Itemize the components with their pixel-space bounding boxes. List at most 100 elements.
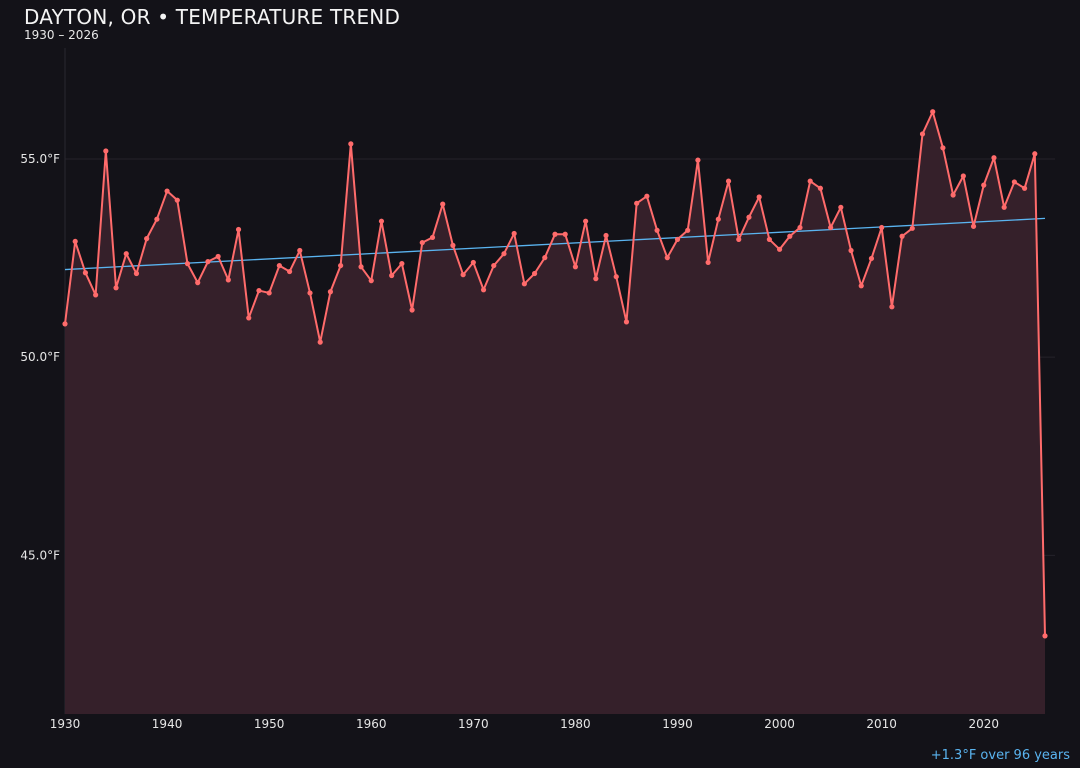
data-point xyxy=(756,194,762,200)
data-point xyxy=(562,231,568,237)
data-point xyxy=(348,141,354,147)
data-point xyxy=(205,259,211,265)
data-point xyxy=(409,307,415,313)
data-point xyxy=(736,236,742,243)
data-point xyxy=(828,224,834,231)
data-point xyxy=(317,339,323,345)
data-point xyxy=(930,109,936,115)
data-point xyxy=(82,270,89,276)
data-point xyxy=(297,247,303,254)
data-point xyxy=(491,262,497,269)
y-tick-label: 55.0°F xyxy=(20,152,60,166)
data-point xyxy=(378,218,385,224)
data-point xyxy=(797,224,803,231)
chart-title: DAYTON, OR • TEMPERATURE TREND xyxy=(24,5,401,29)
data-point xyxy=(154,216,160,222)
data-point xyxy=(338,262,344,269)
data-point xyxy=(531,270,538,277)
data-point xyxy=(1011,179,1017,185)
x-tick-label: 1960 xyxy=(356,717,387,731)
data-point xyxy=(776,246,783,252)
data-point xyxy=(960,173,966,179)
data-point xyxy=(725,178,732,184)
data-point xyxy=(184,261,191,267)
data-point xyxy=(705,259,711,266)
data-point xyxy=(246,315,252,321)
area-fill xyxy=(65,111,1045,715)
data-point xyxy=(787,233,793,239)
x-tick-label: 2010 xyxy=(866,717,897,731)
data-point xyxy=(225,277,231,283)
data-point xyxy=(991,155,997,161)
data-point xyxy=(715,216,721,222)
data-point xyxy=(746,214,752,220)
data-point xyxy=(286,268,293,275)
data-point xyxy=(889,304,895,310)
data-point xyxy=(419,239,425,246)
data-point xyxy=(195,280,201,286)
data-point xyxy=(215,253,221,260)
x-tick-label: 2000 xyxy=(764,717,795,731)
data-point xyxy=(613,274,619,280)
data-point xyxy=(940,145,946,151)
data-point xyxy=(62,321,68,327)
data-point xyxy=(634,200,640,206)
data-point xyxy=(1042,633,1048,639)
data-point xyxy=(919,131,926,137)
x-tick-label: 1970 xyxy=(458,717,489,731)
x-tick-label: 1930 xyxy=(50,717,81,731)
data-point xyxy=(235,226,242,233)
data-point xyxy=(868,255,875,262)
data-point xyxy=(93,292,99,298)
y-tick-label: 45.0°F xyxy=(20,548,60,562)
data-point xyxy=(879,224,885,231)
data-point xyxy=(521,281,527,287)
data-point xyxy=(144,236,150,242)
data-point xyxy=(72,238,78,245)
data-point xyxy=(1032,151,1038,157)
x-tick-label: 1990 xyxy=(662,717,693,731)
data-point xyxy=(552,231,558,237)
data-point xyxy=(450,242,456,248)
data-point xyxy=(685,227,691,233)
data-point xyxy=(164,188,170,194)
data-point xyxy=(654,227,660,233)
data-point xyxy=(899,233,905,239)
data-point xyxy=(480,287,487,293)
data-point xyxy=(113,285,119,291)
data-point xyxy=(909,225,915,231)
data-point xyxy=(399,261,405,267)
data-point xyxy=(572,264,579,270)
data-point xyxy=(807,178,813,184)
data-point xyxy=(429,234,436,241)
data-point xyxy=(858,283,864,289)
data-point xyxy=(766,236,772,243)
x-tick-label: 1950 xyxy=(254,717,285,731)
data-point xyxy=(950,192,956,198)
x-tick-label: 1980 xyxy=(560,717,591,731)
x-tick-label: 1940 xyxy=(152,717,183,731)
data-point xyxy=(1001,204,1007,210)
data-point xyxy=(848,247,854,254)
data-point xyxy=(1021,185,1028,191)
data-point xyxy=(838,204,844,210)
data-point xyxy=(501,251,507,257)
data-point xyxy=(358,264,364,270)
data-point xyxy=(276,262,282,269)
data-point xyxy=(123,251,129,257)
data-point xyxy=(817,185,824,191)
data-point xyxy=(174,197,180,203)
data-point xyxy=(266,290,272,296)
data-point xyxy=(970,223,977,229)
data-point xyxy=(389,272,395,279)
data-point xyxy=(256,287,262,294)
x-tick-label: 2020 xyxy=(968,717,999,731)
data-point xyxy=(981,182,987,188)
data-point xyxy=(603,232,609,239)
data-point xyxy=(103,148,109,154)
data-point xyxy=(368,278,374,284)
y-tick-label: 50.0°F xyxy=(20,350,60,364)
data-point xyxy=(327,289,334,295)
chart-subtitle: 1930 – 2026 xyxy=(24,28,99,42)
